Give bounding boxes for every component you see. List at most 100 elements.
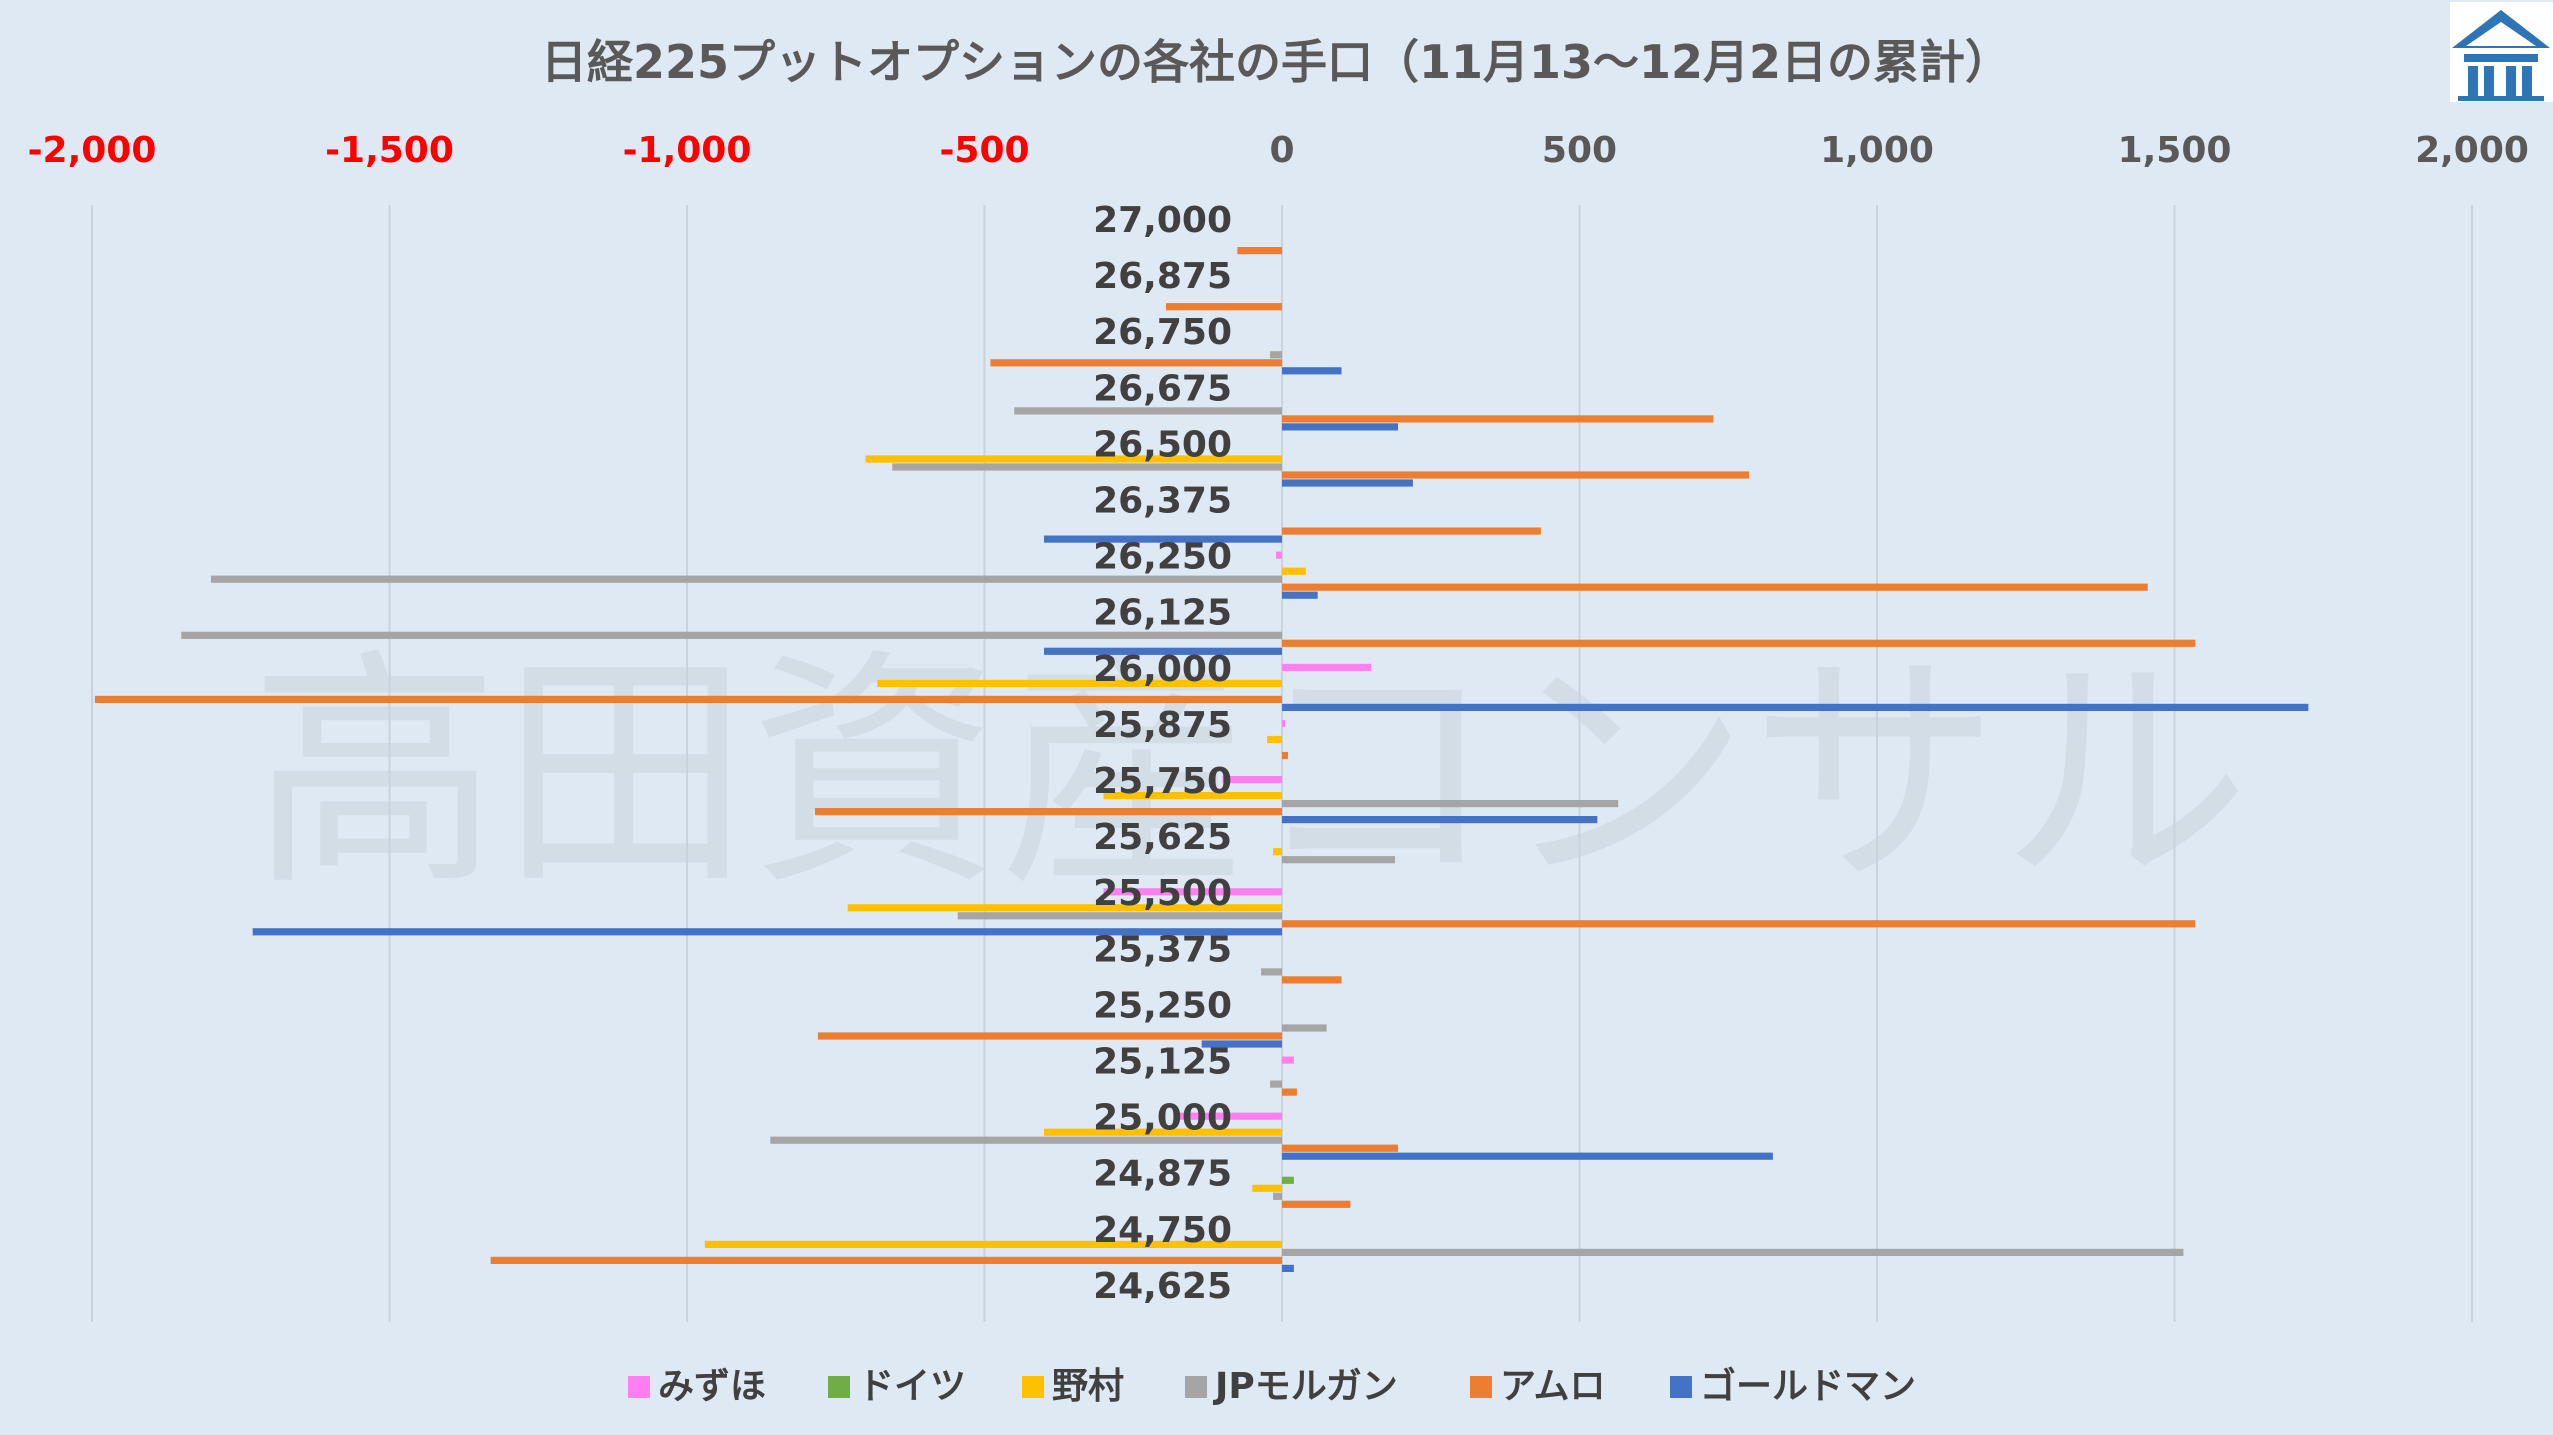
bar bbox=[1103, 888, 1282, 896]
bar bbox=[1282, 583, 2148, 591]
bar bbox=[1282, 1264, 1294, 1272]
y-tick-label: 27,000 bbox=[1093, 200, 1232, 241]
bar bbox=[1282, 751, 1288, 760]
bar bbox=[1174, 1112, 1282, 1120]
y-tick-label: 25,250 bbox=[1093, 985, 1232, 1026]
legend-label: 野村 bbox=[1052, 1366, 1124, 1407]
bar bbox=[1103, 792, 1282, 800]
y-tick-label: 25,625 bbox=[1093, 817, 1232, 858]
x-axis-ticks: -2,000 -1,500 -1,000 -500 0 500 1,000 1,500 2,00… bbox=[28, 130, 2529, 171]
bar bbox=[1276, 551, 1282, 559]
grid bbox=[91, 205, 2473, 1322]
bar bbox=[1282, 920, 2196, 928]
x-tick-label: 1,000 bbox=[1820, 130, 1934, 171]
bar bbox=[181, 631, 1282, 639]
bar bbox=[1044, 535, 1282, 543]
bar bbox=[814, 808, 1282, 816]
bar bbox=[847, 904, 1282, 912]
bar bbox=[1252, 1184, 1282, 1192]
legend-swatch bbox=[1185, 1376, 1207, 1398]
y-tick-label: 26,675 bbox=[1093, 368, 1232, 409]
y-tick-label: 24,875 bbox=[1093, 1154, 1232, 1195]
bar bbox=[1282, 1200, 1351, 1208]
y-tick-label: 26,250 bbox=[1093, 537, 1232, 578]
x-tick-label: 2,000 bbox=[2415, 130, 2529, 171]
x-tick-label: -500 bbox=[939, 130, 1029, 171]
legend-label: ゴールドマン bbox=[1700, 1365, 1916, 1407]
legend-label: アムロ bbox=[1500, 1366, 1605, 1407]
bar bbox=[1282, 591, 1318, 599]
legend-label: JPモルガン bbox=[1212, 1366, 1398, 1407]
bar bbox=[1222, 776, 1282, 784]
bar bbox=[1282, 1176, 1294, 1184]
bar bbox=[817, 1032, 1282, 1040]
bar bbox=[1201, 1040, 1282, 1048]
bar bbox=[1165, 303, 1282, 311]
bar bbox=[892, 463, 1282, 471]
bar bbox=[1282, 976, 1342, 984]
x-tick-label: 1,500 bbox=[2118, 130, 2232, 171]
bar bbox=[1273, 1192, 1282, 1200]
bar bbox=[1282, 800, 1619, 808]
legend-swatch bbox=[828, 1376, 850, 1398]
y-tick-label: 26,000 bbox=[1093, 649, 1232, 690]
y-tick-label: 26,750 bbox=[1093, 312, 1232, 353]
y-tick-label: 24,750 bbox=[1093, 1210, 1232, 1251]
y-tick-label: 25,750 bbox=[1093, 761, 1232, 802]
y-tick-label: 26,125 bbox=[1093, 593, 1232, 634]
bar bbox=[957, 912, 1282, 920]
x-tick-label: -1,000 bbox=[623, 130, 752, 171]
legend-swatch bbox=[628, 1376, 650, 1398]
bar bbox=[1282, 856, 1396, 864]
x-tick-label: -2,000 bbox=[28, 130, 157, 171]
chart-title: 日経225プットオプションの各社の手口（11月13～12月2日の累計） bbox=[541, 35, 2011, 89]
bar bbox=[1267, 735, 1282, 744]
bar bbox=[1014, 407, 1282, 415]
y-axis-ticks: 27,000 26,875 26,750 26,675 26,500 26,375 26,2… bbox=[1093, 200, 1232, 1307]
bar bbox=[877, 679, 1282, 687]
bar bbox=[770, 1136, 1282, 1144]
x-tick-label: -1,500 bbox=[325, 130, 454, 171]
bar bbox=[1282, 423, 1399, 431]
bar bbox=[704, 1240, 1282, 1248]
bars bbox=[94, 247, 2309, 1272]
bar bbox=[1282, 471, 1750, 479]
y-tick-label: 25,000 bbox=[1093, 1098, 1232, 1139]
y-tick-label: 26,500 bbox=[1093, 424, 1232, 465]
house-logo-icon bbox=[2452, 10, 2550, 101]
bar bbox=[252, 928, 1282, 936]
legend-swatch bbox=[1022, 1376, 1044, 1398]
y-tick-label: 25,375 bbox=[1093, 929, 1232, 970]
bar bbox=[1044, 647, 1282, 655]
bar bbox=[490, 1256, 1282, 1264]
y-tick-label: 26,875 bbox=[1093, 256, 1232, 297]
bar bbox=[1282, 527, 1541, 535]
logo bbox=[2450, 2, 2553, 102]
bar bbox=[1282, 479, 1413, 487]
bar bbox=[1282, 1024, 1327, 1032]
bar bbox=[1282, 567, 1306, 575]
x-tick-label: 500 bbox=[1542, 130, 1617, 171]
bar bbox=[1237, 247, 1282, 255]
bar bbox=[1282, 703, 2309, 711]
y-tick-label: 25,500 bbox=[1093, 873, 1232, 914]
bar bbox=[1282, 1088, 1297, 1096]
y-tick-label: 25,125 bbox=[1093, 1042, 1232, 1083]
y-tick-label: 26,375 bbox=[1093, 481, 1232, 522]
legend-label: ドイツ bbox=[858, 1366, 966, 1407]
bar bbox=[1282, 1144, 1399, 1152]
bar bbox=[1044, 1128, 1282, 1136]
bar bbox=[990, 359, 1282, 367]
bar bbox=[1282, 663, 1372, 671]
x-tick-label: 0 bbox=[1269, 130, 1294, 171]
legend-swatch bbox=[1670, 1376, 1692, 1398]
bar bbox=[1282, 1056, 1294, 1064]
bar bbox=[1270, 1080, 1282, 1088]
legend: みずほ ドイツ 野村 JPモルガン アムロ ゴールドマン bbox=[628, 1365, 1916, 1407]
bar bbox=[1282, 1248, 2184, 1256]
y-tick-label: 25,875 bbox=[1093, 705, 1232, 746]
watermark-text: 高田資産コンサル bbox=[250, 628, 2250, 919]
bar bbox=[1282, 367, 1342, 375]
legend-swatch bbox=[1470, 1376, 1492, 1398]
